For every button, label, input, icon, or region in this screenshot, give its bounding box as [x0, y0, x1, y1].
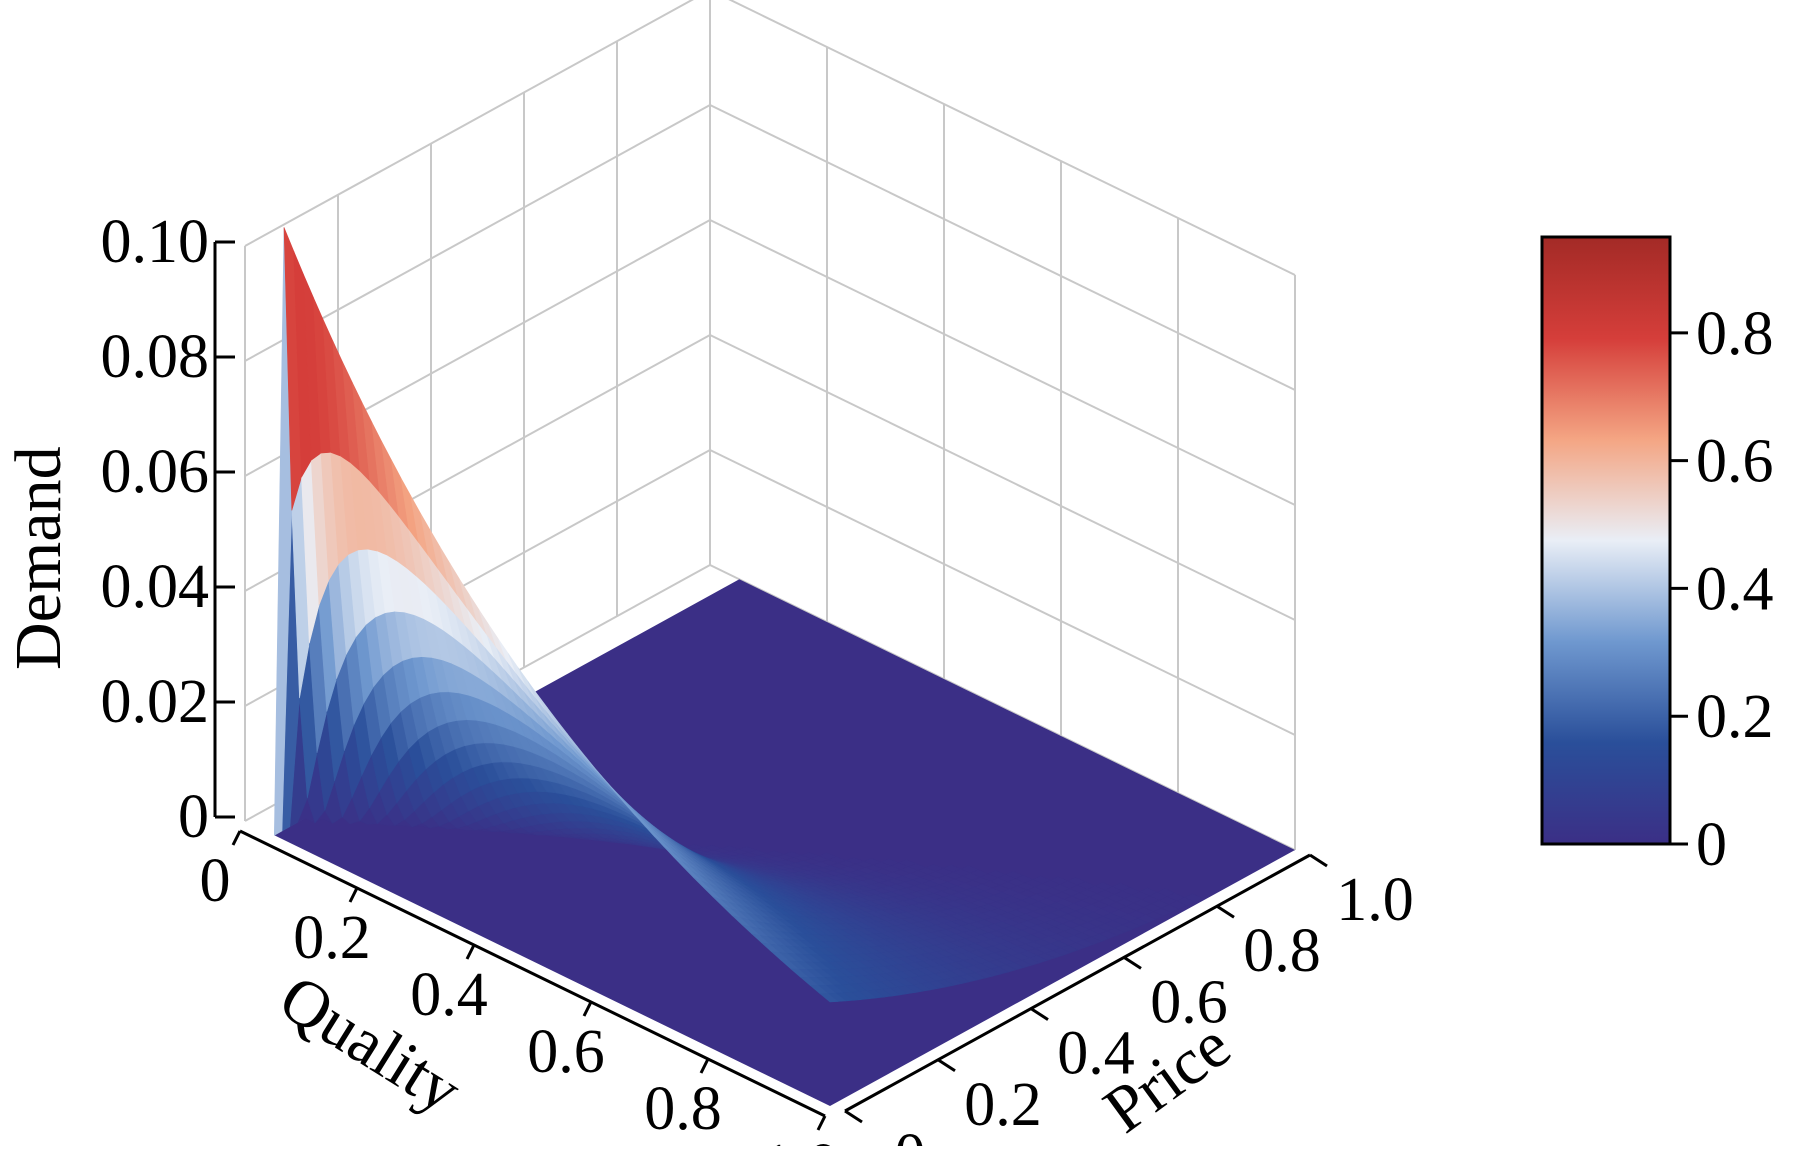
x-tick	[348, 887, 359, 903]
colorbar-gradient	[1540, 235, 1672, 846]
x-tick-label: 0.4	[410, 961, 488, 1029]
grid-line	[709, 449, 1296, 736]
surface	[273, 227, 1295, 1106]
axes	[213, 242, 1311, 1118]
z-tick-label: 0.02	[101, 668, 210, 736]
x-tick	[582, 1001, 593, 1017]
y-tick	[1030, 1007, 1049, 1021]
tick-labels: 00.020.040.060.080.1000.20.40.60.81.01.0…	[101, 208, 1414, 1151]
z-tick-label: 0	[178, 783, 209, 851]
y-tick	[937, 1058, 956, 1073]
colorbar-tick-label: 0.2	[1696, 683, 1774, 751]
y-tick-label: 0.2	[964, 1071, 1042, 1139]
colorbar: 0 0.2 0.4 0.6 0.8	[1540, 235, 1774, 879]
z-tick-label: 0.10	[101, 208, 210, 276]
y-axis-line	[844, 853, 1311, 1113]
grid-line	[709, 334, 1296, 621]
x-axis-line	[239, 829, 826, 1118]
x-tick	[816, 1115, 827, 1131]
x-tick-label: 1.0	[761, 1132, 839, 1146]
x-tick-label: 0.8	[644, 1075, 722, 1143]
z-tick-label: 0.06	[101, 438, 210, 506]
y-tick	[1309, 853, 1328, 868]
x-tick-label: 0.2	[293, 904, 371, 972]
y-tick	[1216, 904, 1235, 919]
grid-line	[709, 564, 1296, 851]
surface-cell	[819, 993, 839, 1003]
grid-line	[709, 104, 1296, 391]
x-tick	[465, 944, 476, 960]
x-tick-label: 0	[200, 847, 231, 915]
y-tick-label: 0.8	[1243, 917, 1321, 985]
x-tick-label: 0.6	[527, 1018, 605, 1086]
z-tick-label: 0.04	[101, 553, 210, 621]
y-tick	[1123, 956, 1142, 970]
grid-line	[709, 219, 1296, 506]
y-tick	[844, 1109, 863, 1124]
z-axis-label: Demand	[2, 446, 75, 670]
x-tick	[231, 830, 242, 846]
x-tick	[699, 1058, 710, 1074]
z-tick-label: 0.08	[101, 323, 210, 391]
y-tick-label: 0.4	[1057, 1020, 1135, 1088]
y-tick-label: 0	[895, 1122, 926, 1146]
y-tick-label: 1.0	[1336, 866, 1414, 934]
colorbar-tick-label: 0.8	[1696, 300, 1774, 368]
colorbar-tick-label: 0	[1696, 811, 1727, 879]
colorbar-ticks: 0 0.2 0.4 0.6 0.8	[1670, 300, 1774, 879]
grid-line	[728, 0, 1296, 276]
colorbar-tick-label: 0.6	[1696, 428, 1774, 496]
grid-line	[244, 0, 694, 247]
y-tick-label: 0.6	[1150, 968, 1228, 1036]
colorbar-tick-label: 0.4	[1696, 555, 1774, 623]
